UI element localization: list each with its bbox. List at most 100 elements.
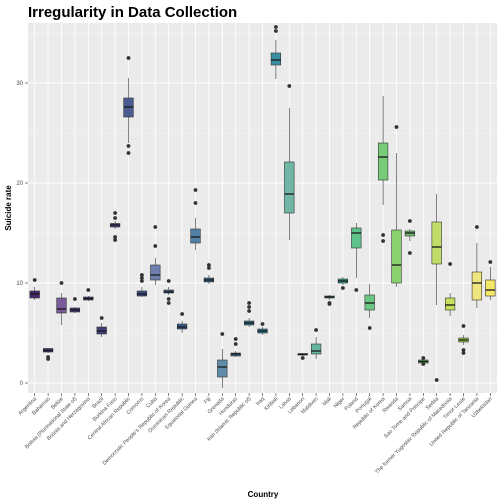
outlier-point xyxy=(193,188,198,192)
x-tick-label: Iraq xyxy=(255,396,266,407)
box-group xyxy=(337,277,349,290)
outlier-point xyxy=(314,328,318,332)
box-group xyxy=(431,194,442,382)
outlier-point xyxy=(140,273,144,277)
box-group xyxy=(150,225,161,285)
x-tick-label: Mali xyxy=(322,396,333,407)
outlier-point xyxy=(421,356,426,360)
box-group xyxy=(485,260,496,300)
outlier-point xyxy=(207,266,211,270)
box-group xyxy=(96,316,107,337)
outlier-point xyxy=(113,216,117,220)
outlier-point xyxy=(408,219,412,223)
box-group xyxy=(29,278,40,300)
box xyxy=(270,52,282,66)
x-axis-title: Country xyxy=(248,490,279,499)
box-group xyxy=(458,324,469,355)
box-group xyxy=(364,284,375,330)
outlier-point xyxy=(247,309,252,313)
box-group xyxy=(56,281,67,325)
box-group xyxy=(42,348,54,361)
outlier-point xyxy=(166,301,171,305)
box-group xyxy=(471,225,483,308)
box-group xyxy=(109,211,121,242)
box-group xyxy=(391,125,402,287)
box xyxy=(190,228,201,244)
outlier-point xyxy=(434,378,439,382)
box xyxy=(56,297,67,314)
box xyxy=(351,227,362,249)
outlier-point xyxy=(247,301,252,305)
y-tick-label: 20 xyxy=(16,181,23,187)
box-group xyxy=(243,301,255,327)
outlier-point xyxy=(448,262,452,266)
box xyxy=(471,271,483,301)
outlier-point xyxy=(421,362,426,366)
outlier-point xyxy=(394,125,399,129)
outlier-point xyxy=(153,225,158,229)
outlier-point xyxy=(193,201,198,205)
box-group xyxy=(444,262,456,316)
outlier-point xyxy=(166,297,171,301)
y-tick-label: 0 xyxy=(20,381,24,387)
box xyxy=(217,359,228,378)
box xyxy=(377,142,389,181)
outlier-point xyxy=(113,238,117,242)
box-group xyxy=(324,295,335,306)
outlier-point xyxy=(233,337,238,341)
box-group xyxy=(190,188,201,250)
y-tick-label: 30 xyxy=(16,81,23,87)
outlier-point xyxy=(381,233,385,237)
outlier-point xyxy=(180,312,185,316)
outlier-point xyxy=(126,151,131,155)
box-group xyxy=(351,223,362,292)
box xyxy=(150,264,161,281)
box-group xyxy=(203,263,215,284)
outlier-point xyxy=(166,279,171,283)
box-group xyxy=(176,312,188,333)
outlier-point xyxy=(260,322,265,326)
box-group xyxy=(69,297,81,313)
box-group xyxy=(83,288,94,301)
outlier-point xyxy=(140,276,144,280)
outlier-point xyxy=(233,342,238,346)
outlier-point xyxy=(475,225,479,229)
box xyxy=(444,297,456,311)
y-axis-title: Suicide rate xyxy=(4,185,13,231)
box xyxy=(391,229,402,284)
outlier-point xyxy=(59,281,64,285)
outlier-point xyxy=(220,332,225,336)
x-tick-label: Fiji xyxy=(203,396,212,405)
box-group xyxy=(284,84,295,240)
y-axis: 0 10 20 30 xyxy=(16,81,28,387)
outlier-point xyxy=(354,288,359,292)
outlier-point xyxy=(73,297,77,301)
outlier-point xyxy=(113,211,117,215)
outlier-point xyxy=(300,356,305,360)
box xyxy=(310,343,322,355)
box-series xyxy=(29,25,496,388)
outlier-point xyxy=(99,316,104,320)
box-group xyxy=(136,273,148,297)
outlier-point xyxy=(461,324,466,328)
chart-title: Irregularity in Data Collection xyxy=(28,4,237,21)
outlier-point xyxy=(247,305,252,309)
box-group xyxy=(217,332,228,388)
box xyxy=(485,279,496,297)
box xyxy=(284,161,295,214)
outlier-point xyxy=(126,56,131,60)
outlier-point xyxy=(274,25,278,29)
box-group xyxy=(404,219,416,255)
outlier-point xyxy=(381,239,385,243)
box-group xyxy=(257,322,268,335)
outlier-point xyxy=(367,326,372,330)
outlier-point xyxy=(287,84,292,88)
box-group xyxy=(230,337,241,357)
box-group xyxy=(123,56,134,155)
box xyxy=(431,221,442,265)
outlier-point xyxy=(408,251,412,255)
outlier-point xyxy=(207,263,211,267)
outlier-point xyxy=(140,279,144,283)
outlier-point xyxy=(32,278,37,282)
grid-lines xyxy=(28,23,497,393)
